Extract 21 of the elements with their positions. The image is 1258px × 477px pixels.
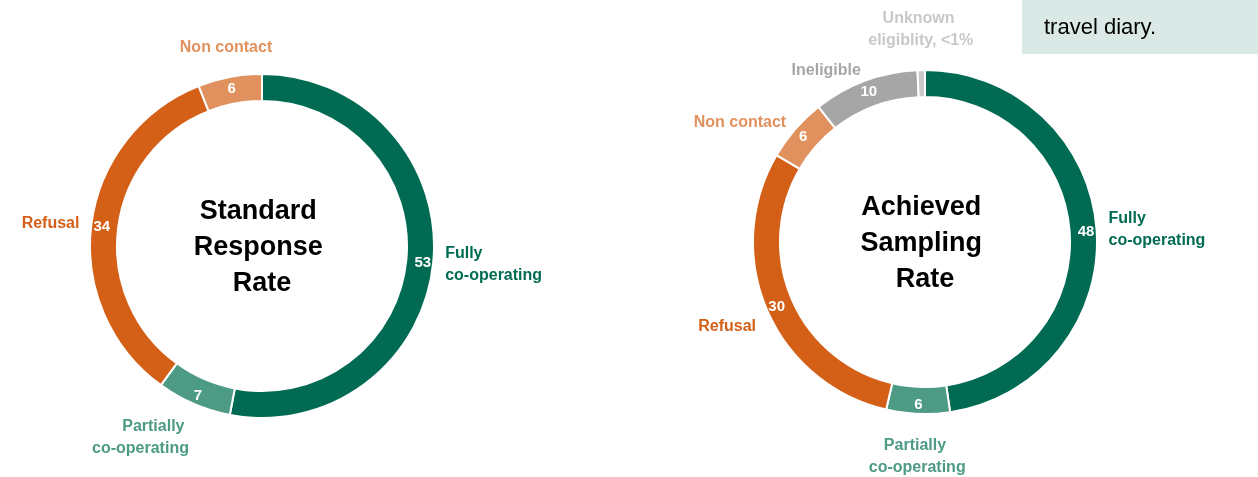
data-label: 10 — [860, 82, 878, 100]
data-label: 6 — [227, 78, 236, 96]
data-label: 7 — [193, 385, 203, 403]
data-label: 48 — [1077, 221, 1095, 239]
text: Standard Response Rate — [193, 195, 331, 297]
data-label: 6 — [798, 127, 808, 145]
slice-label: Non contact — [693, 112, 787, 130]
text: travel diary. — [1022, 0, 1258, 54]
slice-label: Non contact — [179, 37, 273, 55]
data-label: 53 — [414, 252, 432, 270]
text: Achieved Sampling Rate — [860, 191, 990, 293]
slice-label: Partially co-operating — [92, 417, 189, 457]
slice-label: Fully co-operating — [445, 243, 543, 283]
data-label: 34 — [93, 217, 111, 235]
slice-label: Refusal — [698, 317, 757, 335]
data-label: 6 — [914, 394, 923, 412]
data-label: 30 — [768, 297, 786, 315]
slice-label: Refusal — [21, 214, 80, 232]
slice-label: Fully co-operating — [1108, 209, 1206, 249]
slice-label: Ineligible — [791, 61, 862, 79]
slice-label: Partially co-operating — [868, 436, 966, 476]
